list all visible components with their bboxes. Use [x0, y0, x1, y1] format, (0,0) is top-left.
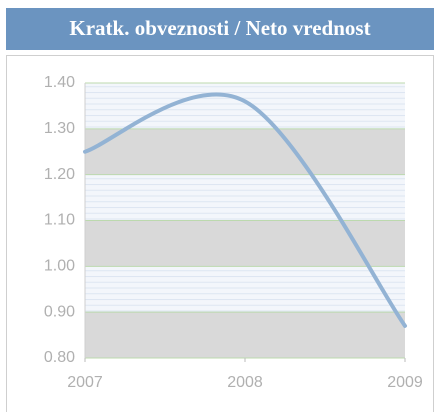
x-tick-label: 2009	[387, 374, 423, 391]
x-tick-label: 2008	[227, 374, 263, 391]
y-tick-label: 1.30	[44, 120, 75, 137]
band	[85, 266, 405, 313]
band	[85, 128, 405, 175]
band	[85, 312, 405, 358]
band	[85, 174, 405, 221]
y-tick-label: 1.10	[44, 212, 75, 229]
y-tick-label: 0.80	[44, 349, 75, 366]
x-tick-label: 2007	[67, 374, 103, 391]
y-tick-label: 1.00	[44, 258, 75, 275]
band	[85, 220, 405, 267]
title-bar	[6, 8, 434, 50]
y-tick-label: 0.90	[44, 303, 75, 320]
y-tick-label: 1.20	[44, 166, 75, 183]
band	[85, 83, 405, 129]
chart-title: Kratk. obveznosti / Neto vrednost	[69, 16, 370, 40]
y-tick-label: 1.40	[44, 74, 75, 91]
line	[83, 92, 407, 328]
